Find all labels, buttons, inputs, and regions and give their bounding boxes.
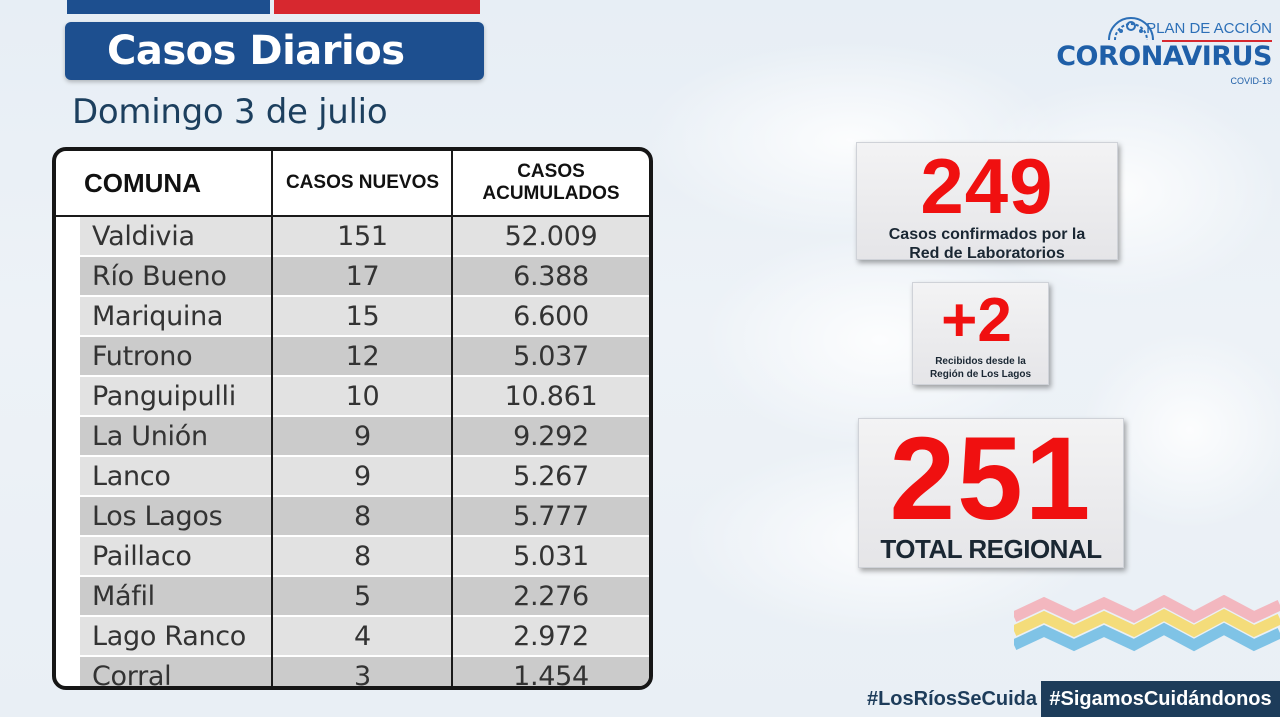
header-acumulados-line2: ACUMULADOS xyxy=(482,183,620,204)
column-divider xyxy=(451,151,453,686)
table-header: COMUNA CASOS NUEVOS CASOS ACUMULADOS xyxy=(56,151,649,217)
received-cases-value: +2 xyxy=(941,286,1012,355)
decorative-wave-stripes xyxy=(1014,595,1280,667)
confirmed-cases-caption-2: Red de Laboratorios xyxy=(909,245,1065,262)
flag-bar-blue xyxy=(67,0,270,14)
comuna-cell: Los Lagos xyxy=(92,501,223,532)
received-cases-caption-2: Región de Los Lagos xyxy=(929,369,1032,380)
table-row: Valdivia 151 52.009 xyxy=(80,217,649,255)
casos-nuevos-cell: 15 xyxy=(345,301,380,332)
comuna-cell: Lanco xyxy=(92,461,171,492)
logo-underline xyxy=(1162,40,1272,42)
table-row: Panguipulli 10 10.861 xyxy=(80,377,649,415)
header-comuna: COMUNA xyxy=(84,167,201,198)
hashtag-los-rios: #LosRíosSeCuida xyxy=(866,687,1038,710)
received-cases-card: +2 Recibidos desde la Región de Los Lago… xyxy=(912,282,1049,385)
casos-nuevos-cell: 12 xyxy=(345,341,380,372)
table-row: Corral 3 1.454 xyxy=(80,657,649,690)
casos-acumulados-cell: 2.276 xyxy=(513,581,589,612)
table-row: Paillaco 8 5.031 xyxy=(80,537,649,575)
hashtag-sigamos: #SigamosCuidándonos xyxy=(1041,681,1280,717)
casos-nuevos-cell: 5 xyxy=(354,581,371,612)
page-title: Casos Diarios xyxy=(107,28,405,74)
confirmed-cases-value: 249 xyxy=(920,142,1054,230)
casos-acumulados-cell: 1.454 xyxy=(513,661,589,690)
cases-table: COMUNA CASOS NUEVOS CASOS ACUMULADOS Val… xyxy=(52,147,653,690)
table-row: La Unión 9 9.292 xyxy=(80,417,649,455)
casos-nuevos-cell: 4 xyxy=(354,621,371,652)
casos-nuevos-cell: 8 xyxy=(354,501,371,532)
header-casos-nuevos: CASOS NUEVOS xyxy=(285,172,440,193)
table-row: Lanco 9 5.267 xyxy=(80,457,649,495)
logo-main-text: CORONAVIRUS xyxy=(1056,41,1272,72)
casos-acumulados-cell: 10.861 xyxy=(504,381,598,412)
table-row: Lago Ranco 4 2.972 xyxy=(80,617,649,655)
shield-dome-icon xyxy=(1108,17,1154,41)
casos-nuevos-cell: 3 xyxy=(354,661,371,690)
comuna-cell: Paillaco xyxy=(92,541,192,572)
casos-acumulados-cell: 5.267 xyxy=(513,461,589,492)
casos-nuevos-cell: 9 xyxy=(354,421,371,452)
comuna-cell: Corral xyxy=(92,661,172,690)
comuna-cell: Lago Ranco xyxy=(92,621,247,652)
casos-nuevos-cell: 151 xyxy=(337,221,388,252)
confirmed-cases-card: 249 Casos confirmados por la Red de Labo… xyxy=(856,142,1118,262)
report-date: Domingo 3 de julio xyxy=(72,92,388,132)
logo-plan-text: PLAN DE ACCIÓN xyxy=(1146,20,1272,37)
logo-sub-text: COVID-19 xyxy=(1230,76,1272,86)
header-casos-acumulados: CASOS ACUMULADOS xyxy=(453,151,649,215)
total-regional-value: 251 xyxy=(889,413,1093,545)
table-row: Mariquina 15 6.600 xyxy=(80,297,649,335)
casos-nuevos-cell: 10 xyxy=(345,381,380,412)
flag-bar-red xyxy=(274,0,480,14)
casos-acumulados-cell: 2.972 xyxy=(513,621,589,652)
casos-acumulados-cell: 9.292 xyxy=(513,421,589,452)
casos-acumulados-cell: 5.037 xyxy=(513,341,589,372)
comuna-cell: La Unión xyxy=(92,421,208,452)
casos-acumulados-cell: 5.777 xyxy=(513,501,589,532)
table-row: Río Bueno 17 6.388 xyxy=(80,257,649,295)
table-row: Máfil 5 2.276 xyxy=(80,577,649,615)
comuna-cell: Valdivia xyxy=(92,221,195,252)
casos-nuevos-cell: 9 xyxy=(354,461,371,492)
title-banner: Casos Diarios xyxy=(65,22,484,80)
casos-acumulados-cell: 6.600 xyxy=(513,301,589,332)
received-cases-caption-1: Recibidos desde la xyxy=(935,356,1026,367)
table-row: Los Lagos 8 5.777 xyxy=(80,497,649,535)
casos-acumulados-cell: 5.031 xyxy=(513,541,589,572)
casos-nuevos-cell: 17 xyxy=(345,261,380,292)
total-regional-card: 251 TOTAL REGIONAL xyxy=(858,418,1124,568)
casos-nuevos-cell: 8 xyxy=(354,541,371,572)
confirmed-cases-caption-1: Casos confirmados por la xyxy=(888,226,1086,243)
casos-acumulados-cell: 6.388 xyxy=(513,261,589,292)
comuna-cell: Futrono xyxy=(92,341,193,372)
comuna-cell: Panguipulli xyxy=(92,381,236,412)
comuna-cell: Máfil xyxy=(92,581,155,612)
column-divider xyxy=(271,151,273,686)
comuna-cell: Mariquina xyxy=(92,301,224,332)
header-acumulados-line1: CASOS xyxy=(517,161,585,182)
casos-acumulados-cell: 52.009 xyxy=(504,221,598,252)
table-row: Futrono 12 5.037 xyxy=(80,337,649,375)
total-regional-caption: TOTAL REGIONAL xyxy=(880,534,1102,564)
coronavirus-plan-logo: PLAN DE ACCIÓN CORONAVIRUS COVID-19 xyxy=(1040,10,1272,88)
comuna-cell: Río Bueno xyxy=(92,261,227,292)
